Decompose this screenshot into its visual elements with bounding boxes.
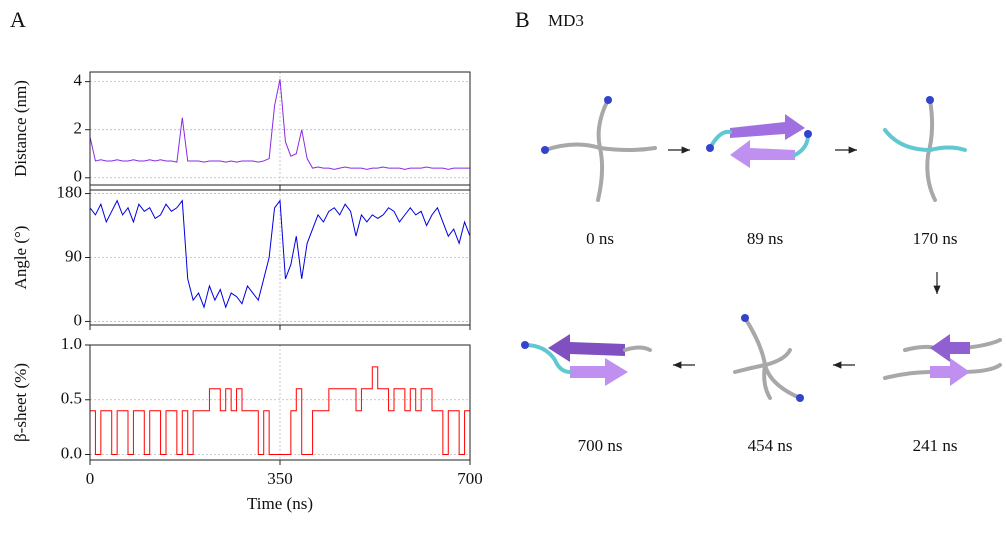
panel-label: A	[10, 7, 26, 32]
data-line	[89, 79, 470, 170]
y-tick-label: 0.0	[61, 443, 82, 462]
plot-frame	[89, 71, 471, 186]
molecule	[706, 114, 812, 168]
snapshot-label: 0 ns	[586, 229, 614, 248]
y-tick-label: 0	[74, 167, 83, 186]
y-tick-label: 90	[65, 246, 82, 265]
molecule	[883, 334, 1002, 386]
molecule	[541, 96, 657, 202]
snapshot-label: 241 ns	[913, 436, 958, 455]
molecule	[521, 334, 652, 386]
y-tick-label: 2	[74, 119, 83, 138]
x-tick-label: 350	[267, 469, 293, 488]
x-tick-label: 0	[86, 469, 95, 488]
y-axis-label: Angle (°)	[11, 226, 30, 290]
snapshot-label: 89 ns	[747, 229, 783, 248]
molecule	[883, 96, 967, 202]
snapshot-label: 700 ns	[578, 436, 623, 455]
plot-frame	[89, 344, 471, 461]
y-axis-label: β-sheet (%)	[11, 363, 30, 442]
panel-label: B	[515, 7, 530, 32]
snapshot-label: 170 ns	[913, 229, 958, 248]
molecule	[733, 314, 804, 402]
y-tick-label: 0	[74, 310, 83, 329]
data-line	[89, 199, 471, 309]
data-line	[90, 366, 470, 456]
y-tick-label: 4	[74, 71, 83, 90]
y-tick-label: 0.5	[61, 389, 82, 408]
y-tick-label: 1.0	[61, 334, 82, 353]
x-axis-label: Time (ns)	[247, 494, 313, 513]
panel-title: MD3	[548, 11, 584, 30]
snapshot-label: 454 ns	[748, 436, 793, 455]
y-axis-label: Distance (nm)	[11, 80, 30, 177]
plot-frame	[89, 189, 471, 326]
x-tick-label: 700	[457, 469, 483, 488]
y-tick-label: 180	[57, 182, 83, 201]
